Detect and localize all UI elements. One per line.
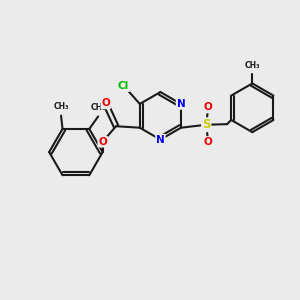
Text: O: O xyxy=(203,103,212,112)
Text: CH₃: CH₃ xyxy=(90,103,106,112)
Text: N: N xyxy=(177,99,185,109)
Text: O: O xyxy=(101,98,110,108)
Text: S: S xyxy=(202,118,211,131)
Text: O: O xyxy=(203,137,212,147)
Text: CH₃: CH₃ xyxy=(53,102,69,111)
Text: CH₃: CH₃ xyxy=(244,61,260,70)
Text: Cl: Cl xyxy=(118,81,129,91)
Text: N: N xyxy=(156,135,165,145)
Text: O: O xyxy=(98,137,107,147)
